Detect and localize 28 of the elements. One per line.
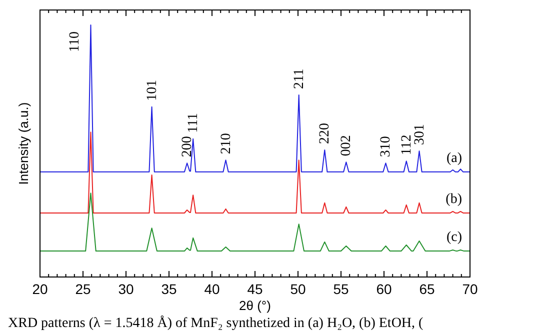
annotation: 110 [68, 32, 83, 52]
x-tick-label: 45 [247, 281, 263, 297]
annotation: 301 [412, 124, 428, 145]
annotation: 211 [292, 68, 307, 90]
annotation: 002 [339, 135, 354, 156]
annotation: 210 [218, 133, 234, 154]
x-tick-label: 50 [290, 281, 306, 297]
x-tick-label: 25 [75, 281, 91, 297]
x-tick-label: 20 [32, 281, 48, 297]
x-tick-label: 40 [204, 281, 220, 297]
x-tick-label: 70 [462, 281, 478, 297]
x-tick-label: 55 [333, 281, 349, 297]
annotation: 220 [318, 122, 333, 144]
y-axis-title: Intensity (a.u.) [16, 102, 31, 185]
annotation: 200 [180, 136, 196, 158]
annotation: 111 [186, 112, 202, 133]
annotation: 101 [144, 80, 160, 101]
series-label: (b) [446, 192, 462, 207]
x-tick-label: 60 [376, 281, 392, 297]
series-label: (c) [446, 230, 462, 246]
x-tick-label: 30 [118, 281, 134, 297]
annotation: 310 [378, 136, 394, 158]
x-axis-title: 2θ (°) [239, 298, 271, 313]
annotation: 112 [399, 134, 414, 156]
x-tick-label: 65 [419, 281, 435, 297]
series-label: (a) [446, 150, 462, 166]
x-tick-label: 35 [161, 281, 177, 297]
text: XRD patterns (λ = 1.5418 Å) of MnF₂ synthetized in (a) H₂O, (b) EtOH, ( [8, 315, 424, 331]
